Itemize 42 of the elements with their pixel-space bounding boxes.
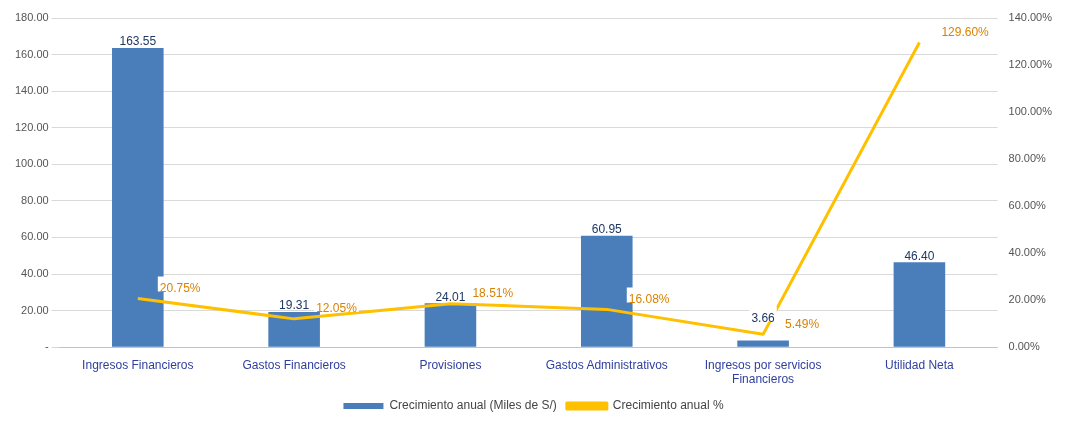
y-tick-label: 60.00: [21, 230, 49, 243]
bar: [737, 340, 789, 347]
data-label: 163.55: [119, 34, 157, 49]
legend-label: Crecimiento anual (Miles de S/): [389, 398, 557, 413]
y2-tick-label: 40.00%: [1008, 246, 1047, 259]
x-tick-label: Gastos Financieros: [242, 357, 346, 372]
bar: [424, 303, 477, 347]
y-tick-label: 160.00: [14, 47, 49, 60]
data-label: 12.05%: [316, 301, 358, 316]
data-label: 20.75%: [159, 280, 201, 295]
y-tick-label: -: [44, 340, 49, 353]
y2-tick-label: 140.00%: [1008, 11, 1053, 24]
y2-tick-label: 20.00%: [1008, 293, 1047, 306]
x-tick-label: Gastos Administrativos: [545, 357, 668, 372]
y-tick-label: 120.00: [14, 120, 49, 133]
x-tick-label: Provisiones: [419, 357, 482, 372]
y-tick-label: 80.00: [21, 193, 49, 206]
y2-tick-label: 80.00%: [1008, 152, 1047, 165]
y-tick-label: 100.00: [14, 157, 49, 170]
x-tick-label: Ingresos por servicios Financieros: [704, 357, 822, 387]
data-label: 3.66: [751, 310, 776, 325]
y2-tick-label: 100.00%: [1008, 105, 1053, 118]
y-tick-label: 180.00: [14, 11, 49, 24]
data-label: 60.95: [591, 222, 623, 237]
x-tick-label: Utilidad Neta: [885, 357, 955, 372]
data-label: 18.51%: [472, 285, 514, 300]
y-tick-label: 40.00: [21, 267, 49, 280]
data-label: 46.40: [904, 248, 935, 263]
y-tick-label: 20.00: [21, 303, 49, 316]
data-label: 19.31: [279, 298, 310, 313]
y2-tick-label: 120.00%: [1008, 58, 1053, 71]
data-label: 5.49%: [785, 316, 820, 331]
data-label: 24.01: [435, 289, 466, 304]
legend-label: Crecimiento anual %: [612, 398, 724, 413]
bar: [893, 262, 946, 347]
data-label: 16.08%: [628, 291, 670, 306]
x-tick-label: Ingresos Financieros: [82, 357, 194, 372]
bar: [268, 311, 320, 347]
y2-tick-label: 60.00%: [1008, 199, 1047, 212]
y2-tick-label: 0.00%: [1008, 340, 1040, 353]
y-tick-label: 140.00: [14, 84, 49, 97]
data-label: 129.60%: [941, 24, 990, 39]
